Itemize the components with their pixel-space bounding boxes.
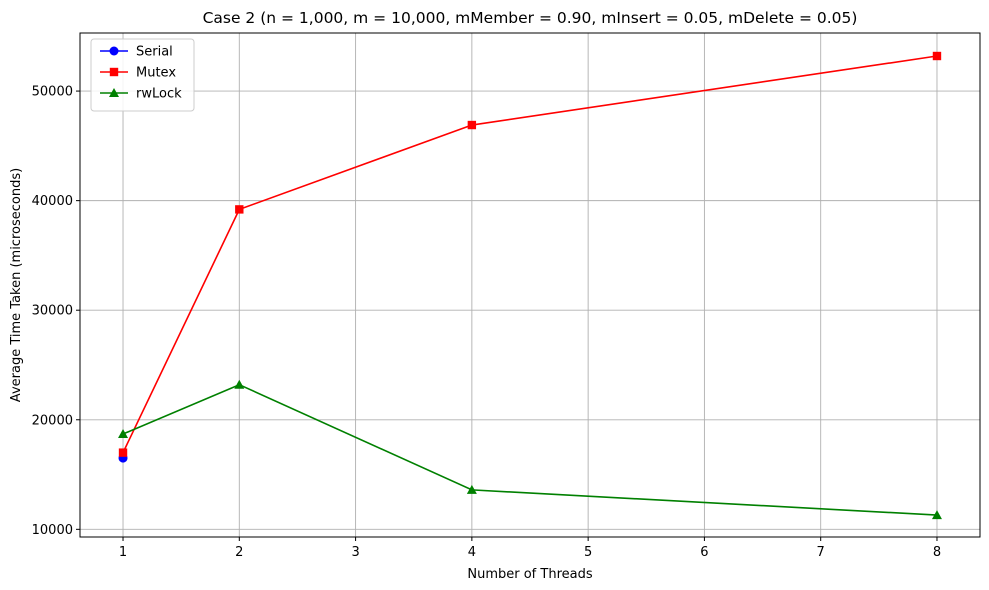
y-tick-label: 30000 bbox=[32, 304, 73, 319]
data-point-mutex bbox=[467, 120, 477, 130]
y-axis-label: Average Time Taken (microseconds) bbox=[9, 168, 24, 402]
legend-marker bbox=[109, 46, 119, 56]
x-tick-label: 1 bbox=[119, 545, 127, 560]
series-line-rwlock bbox=[122, 383, 938, 516]
legend-entry-serial: Serial bbox=[100, 45, 173, 60]
y-axis-ticks: 10000 20000 30000 40000 50000 bbox=[32, 85, 80, 538]
x-tick-label: 7 bbox=[817, 545, 825, 560]
grid bbox=[80, 33, 980, 537]
series-group bbox=[118, 51, 942, 520]
x-tick-label: 6 bbox=[700, 545, 708, 560]
data-point-rwlock bbox=[118, 429, 129, 439]
y-tick-label: 20000 bbox=[32, 413, 73, 428]
x-tick-label: 4 bbox=[468, 545, 476, 560]
y-tick-label: 10000 bbox=[32, 523, 73, 538]
legend-entry-rwlock: rwLock bbox=[100, 87, 182, 102]
x-tick-label: 8 bbox=[933, 545, 941, 560]
data-point-mutex bbox=[118, 448, 128, 457]
data-point-mutex bbox=[235, 205, 244, 214]
data-point-mutex bbox=[932, 51, 942, 61]
legend-marker bbox=[109, 67, 119, 77]
legend: Serial Mutex rwLock bbox=[90, 38, 195, 112]
x-tick-label: 3 bbox=[351, 545, 359, 560]
legend-entry-mutex: Mutex bbox=[100, 66, 176, 81]
plot-area-frame bbox=[79, 32, 981, 538]
y-tick-label: 40000 bbox=[32, 194, 73, 209]
x-tick-label: 5 bbox=[584, 545, 592, 560]
legend-label: Serial bbox=[136, 45, 173, 60]
data-point-rwlock bbox=[931, 510, 942, 520]
data-point-rwlock bbox=[234, 379, 245, 389]
series-rwlock bbox=[118, 379, 942, 520]
x-tick-label: 2 bbox=[235, 545, 243, 560]
x-axis-label: Number of Threads bbox=[467, 567, 592, 582]
legend-label: Mutex bbox=[136, 66, 176, 81]
legend-marker bbox=[109, 88, 119, 97]
series-line-mutex bbox=[122, 55, 938, 453]
legend-label: rwLock bbox=[136, 87, 182, 102]
y-tick-label: 50000 bbox=[32, 85, 73, 100]
series-mutex bbox=[118, 51, 942, 457]
data-point-rwlock bbox=[466, 484, 477, 494]
chart-title: Case 2 (n = 1,000, m = 10,000, mMember =… bbox=[203, 9, 858, 27]
x-axis-ticks: 1 2 3 4 5 6 7 8 bbox=[119, 537, 941, 560]
